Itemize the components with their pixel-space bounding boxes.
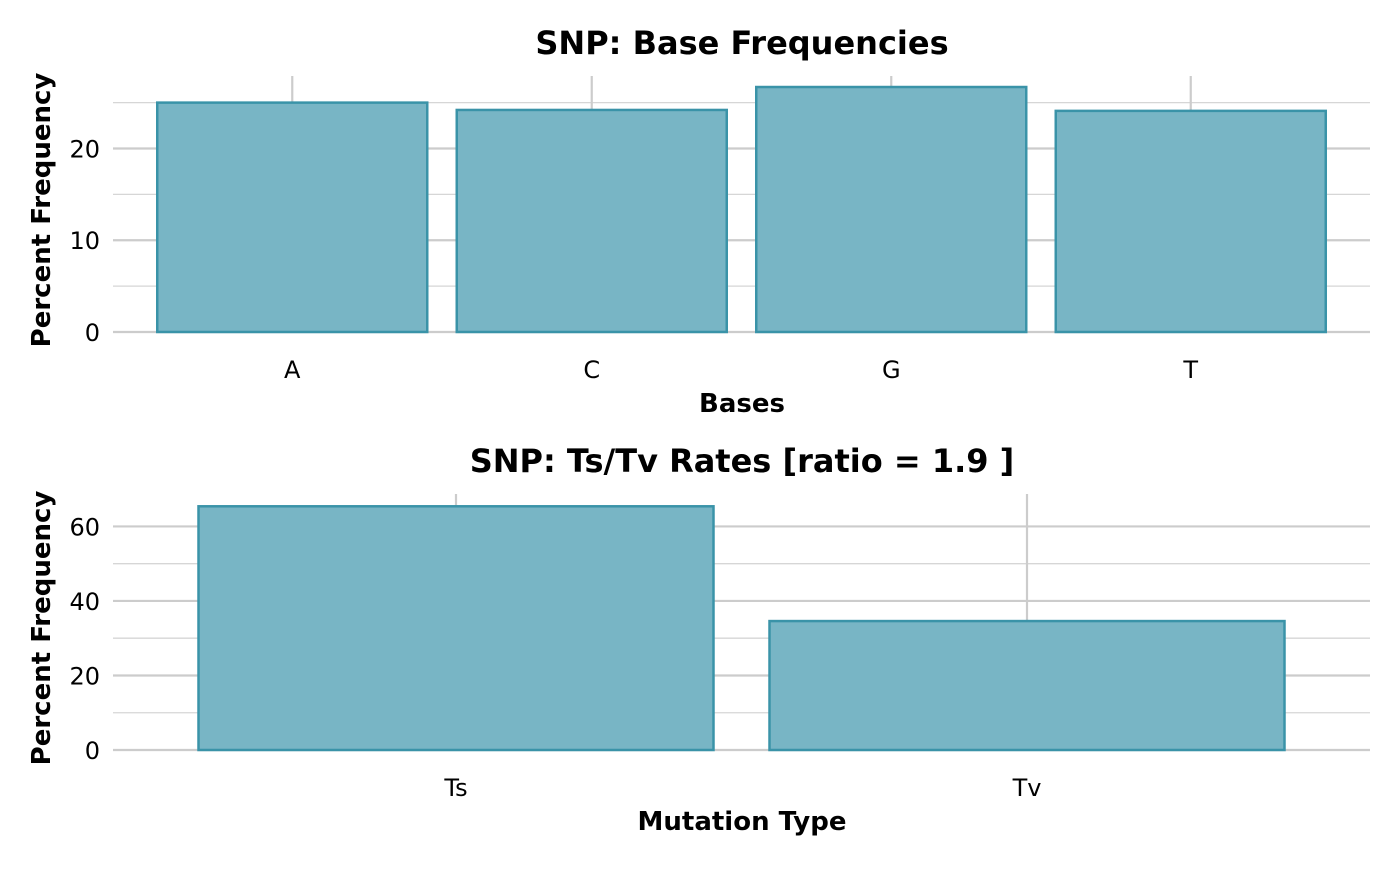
x-tick-label: Ts	[443, 774, 467, 802]
bar-c	[455, 108, 728, 334]
y-tick-label: 0	[85, 319, 100, 347]
bar-a	[156, 101, 429, 334]
x-axis-label: Bases	[699, 389, 785, 419]
x-tick-label: Tv	[1012, 774, 1042, 802]
x-tick-label: C	[583, 356, 600, 384]
y-tick-label: 20	[69, 662, 100, 690]
base-frequencies-panel: 0 10 20 A C G T SNP: Base Frequencies Bases P…	[27, 24, 1370, 419]
bar-t	[1054, 109, 1327, 334]
chart-title: SNP: Ts/Tv Rates [ratio = 1.9 ]	[470, 442, 1015, 480]
ts-tv-rates-panel: 0 20 40 60 Ts Tv SNP: Ts/Tv Rates [ratio = 1…	[27, 442, 1370, 837]
bars	[156, 85, 1327, 334]
y-tick-label: 20	[69, 135, 100, 163]
bars	[197, 505, 1286, 752]
x-tick-label: T	[1182, 356, 1198, 384]
y-tick-labels: 0 20 40 60	[69, 513, 100, 765]
x-tick-label: A	[284, 356, 301, 384]
bar-g	[755, 85, 1028, 334]
y-tick-label: 10	[69, 227, 100, 255]
y-tick-label: 0	[85, 737, 100, 765]
y-tick-label: 60	[69, 513, 100, 541]
y-axis-label: Percent Frequency	[27, 73, 57, 348]
x-axis-label: Mutation Type	[638, 807, 847, 837]
y-tick-labels: 0 10 20	[69, 135, 100, 347]
x-tick-labels: Ts Tv	[443, 774, 1041, 802]
bar-tv	[768, 619, 1286, 752]
y-tick-label: 40	[69, 588, 100, 616]
bar-ts	[197, 505, 715, 752]
chart-title: SNP: Base Frequencies	[535, 24, 948, 62]
x-tick-label: G	[882, 356, 901, 384]
y-axis-label: Percent Frequency	[27, 491, 57, 766]
